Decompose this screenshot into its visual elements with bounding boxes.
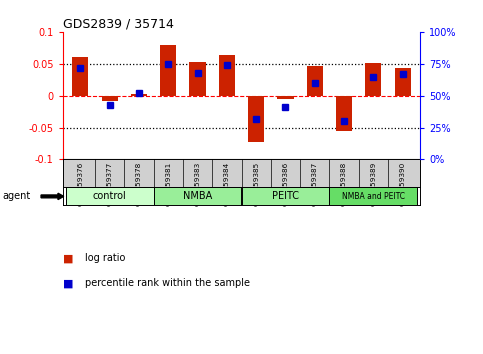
Bar xyxy=(336,96,352,131)
Text: GSM159386: GSM159386 xyxy=(283,162,288,206)
Text: agent: agent xyxy=(2,192,30,201)
Text: NMBA and PEITC: NMBA and PEITC xyxy=(342,192,405,201)
Bar xyxy=(248,96,264,142)
Text: percentile rank within the sample: percentile rank within the sample xyxy=(85,278,250,288)
Bar xyxy=(160,45,176,96)
Bar xyxy=(72,57,88,96)
Text: PEITC: PEITC xyxy=(272,192,299,201)
Text: control: control xyxy=(93,192,127,201)
Bar xyxy=(189,62,206,96)
Bar xyxy=(395,68,411,96)
Bar xyxy=(154,188,242,205)
Text: GSM159378: GSM159378 xyxy=(136,162,142,206)
Text: GSM159381: GSM159381 xyxy=(165,162,171,206)
Bar xyxy=(365,63,382,96)
Text: GSM159387: GSM159387 xyxy=(312,162,318,206)
Bar xyxy=(307,66,323,96)
Text: GDS2839 / 35714: GDS2839 / 35714 xyxy=(63,18,174,31)
Bar xyxy=(101,96,118,101)
Text: NMBA: NMBA xyxy=(183,192,212,201)
Bar xyxy=(277,96,294,99)
Text: ■: ■ xyxy=(63,278,73,288)
Text: GSM159383: GSM159383 xyxy=(195,162,200,206)
Text: GSM159385: GSM159385 xyxy=(253,162,259,206)
Text: GSM159388: GSM159388 xyxy=(341,162,347,206)
Text: ■: ■ xyxy=(63,253,73,263)
Text: log ratio: log ratio xyxy=(85,253,125,263)
Bar xyxy=(219,55,235,96)
Text: GSM159389: GSM159389 xyxy=(370,162,376,206)
Text: GSM159376: GSM159376 xyxy=(77,162,84,206)
Text: GSM159377: GSM159377 xyxy=(107,162,113,206)
Bar xyxy=(66,188,154,205)
Bar xyxy=(242,188,329,205)
Bar xyxy=(131,94,147,96)
Text: GSM159390: GSM159390 xyxy=(399,162,406,206)
Bar xyxy=(329,188,417,205)
Text: GSM159384: GSM159384 xyxy=(224,162,230,206)
